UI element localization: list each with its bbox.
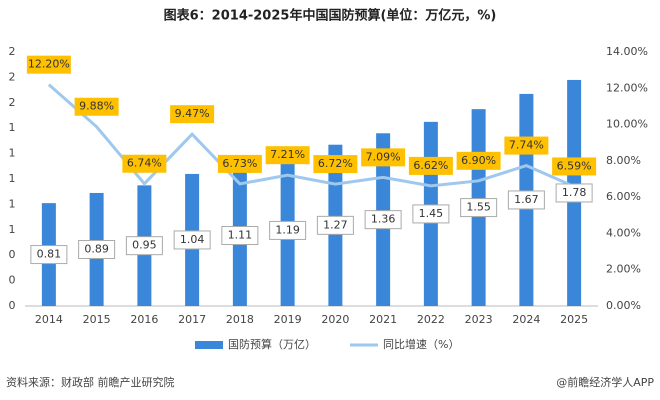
x-tick-label: 2015 (83, 313, 111, 326)
value-label-box (313, 155, 358, 174)
value-label-box (552, 157, 597, 176)
value-label-box (364, 210, 402, 230)
value-label: 6.74% (127, 157, 162, 170)
value-label: 9.47% (175, 107, 210, 120)
value-label-box (26, 55, 71, 74)
value-label: 1.11 (228, 229, 253, 242)
y-tick-label: 0 (9, 299, 16, 312)
value-label-box (221, 226, 259, 246)
y-tick-label: 0 (9, 274, 16, 287)
value-label: 1.78 (562, 186, 587, 199)
y2-tick-label: 14.00% (606, 45, 648, 58)
x-tick-label: 2022 (417, 313, 445, 326)
value-label-box (30, 245, 68, 265)
value-label-box (408, 156, 453, 175)
value-label: 9.88% (79, 100, 114, 113)
value-label-box (78, 239, 116, 259)
value-label: 6.73% (222, 157, 257, 170)
source: 资料来源：财政部 前瞻产业研究院 (6, 375, 175, 389)
value-label: 6.90% (461, 154, 496, 167)
y-tick-label: 2 (9, 45, 16, 58)
y2-tick-label: 12.00% (606, 81, 648, 94)
y-tick-label: 2 (9, 96, 16, 109)
legend-label: 国防预算（万亿） (228, 337, 316, 351)
y-tick-label: 0 (9, 248, 16, 261)
value-label: 6.72% (318, 157, 353, 170)
value-label: 7.09% (366, 150, 401, 163)
x-tick-label: 2019 (274, 313, 302, 326)
value-label-box (173, 230, 211, 250)
legend-label: 同比增速（%） (383, 337, 459, 351)
y-tick-label: 1 (9, 172, 16, 185)
value-label-box (125, 236, 163, 256)
value-label-box (555, 183, 593, 203)
x-tick-label: 2016 (130, 313, 158, 326)
y2-tick-label: 2.00% (606, 263, 641, 276)
value-label-box (507, 190, 545, 210)
x-tick-label: 2018 (226, 313, 254, 326)
value-label-box (170, 105, 215, 124)
y-tick-label: 2 (9, 70, 16, 83)
value-label: 6.59% (557, 159, 592, 172)
y-tick-label: 1 (9, 121, 16, 134)
y2-tick-label: 8.00% (606, 154, 641, 167)
value-label: 0.81 (37, 248, 62, 261)
x-tick-label: 2025 (560, 313, 588, 326)
value-label: 1.67 (514, 193, 539, 206)
value-label: 12.20% (28, 58, 70, 71)
y-tick-label: 1 (9, 223, 16, 236)
x-tick-label: 2014 (35, 313, 63, 326)
value-label: 7.21% (270, 148, 305, 161)
y2-tick-label: 0.00% (606, 299, 641, 312)
value-label-box (217, 154, 262, 173)
value-label-box (456, 151, 501, 170)
y2-tick-label: 6.00% (606, 190, 641, 203)
legend-swatch (195, 341, 223, 349)
value-label-box (269, 220, 307, 240)
value-label: 1.27 (323, 218, 348, 231)
value-label: 1.19 (275, 223, 300, 236)
value-label: 0.95 (132, 239, 157, 252)
value-label: 1.45 (419, 207, 444, 220)
y2-tick-label: 4.00% (606, 226, 641, 239)
y-tick-label: 1 (9, 197, 16, 210)
chart-title: 图表6：2014-2025年中国国防预算(单位：万亿元，%) (164, 8, 497, 24)
value-label-box (316, 215, 354, 235)
value-label-box (460, 198, 498, 218)
value-label: 1.55 (466, 201, 491, 214)
x-tick-label: 2021 (369, 313, 397, 326)
value-label: 7.74% (509, 139, 544, 152)
credit: @前瞻经济学人APP (556, 375, 654, 389)
y2-tick-label: 10.00% (606, 118, 648, 131)
value-label-box (361, 148, 406, 167)
value-label-box (504, 136, 549, 155)
y-tick-label: 1 (9, 147, 16, 160)
x-tick-label: 2023 (465, 313, 493, 326)
value-label: 6.62% (413, 159, 448, 172)
value-label-box (74, 97, 119, 116)
x-tick-label: 2017 (178, 313, 206, 326)
x-tick-label: 2024 (512, 313, 540, 326)
value-label-box (265, 146, 310, 165)
line (47, 83, 575, 188)
value-label: 1.36 (371, 213, 396, 226)
value-label-box (412, 204, 450, 224)
value-label: 0.89 (84, 242, 109, 255)
x-tick-label: 2020 (321, 313, 349, 326)
value-label-box (122, 154, 167, 173)
value-label: 1.04 (180, 233, 205, 246)
